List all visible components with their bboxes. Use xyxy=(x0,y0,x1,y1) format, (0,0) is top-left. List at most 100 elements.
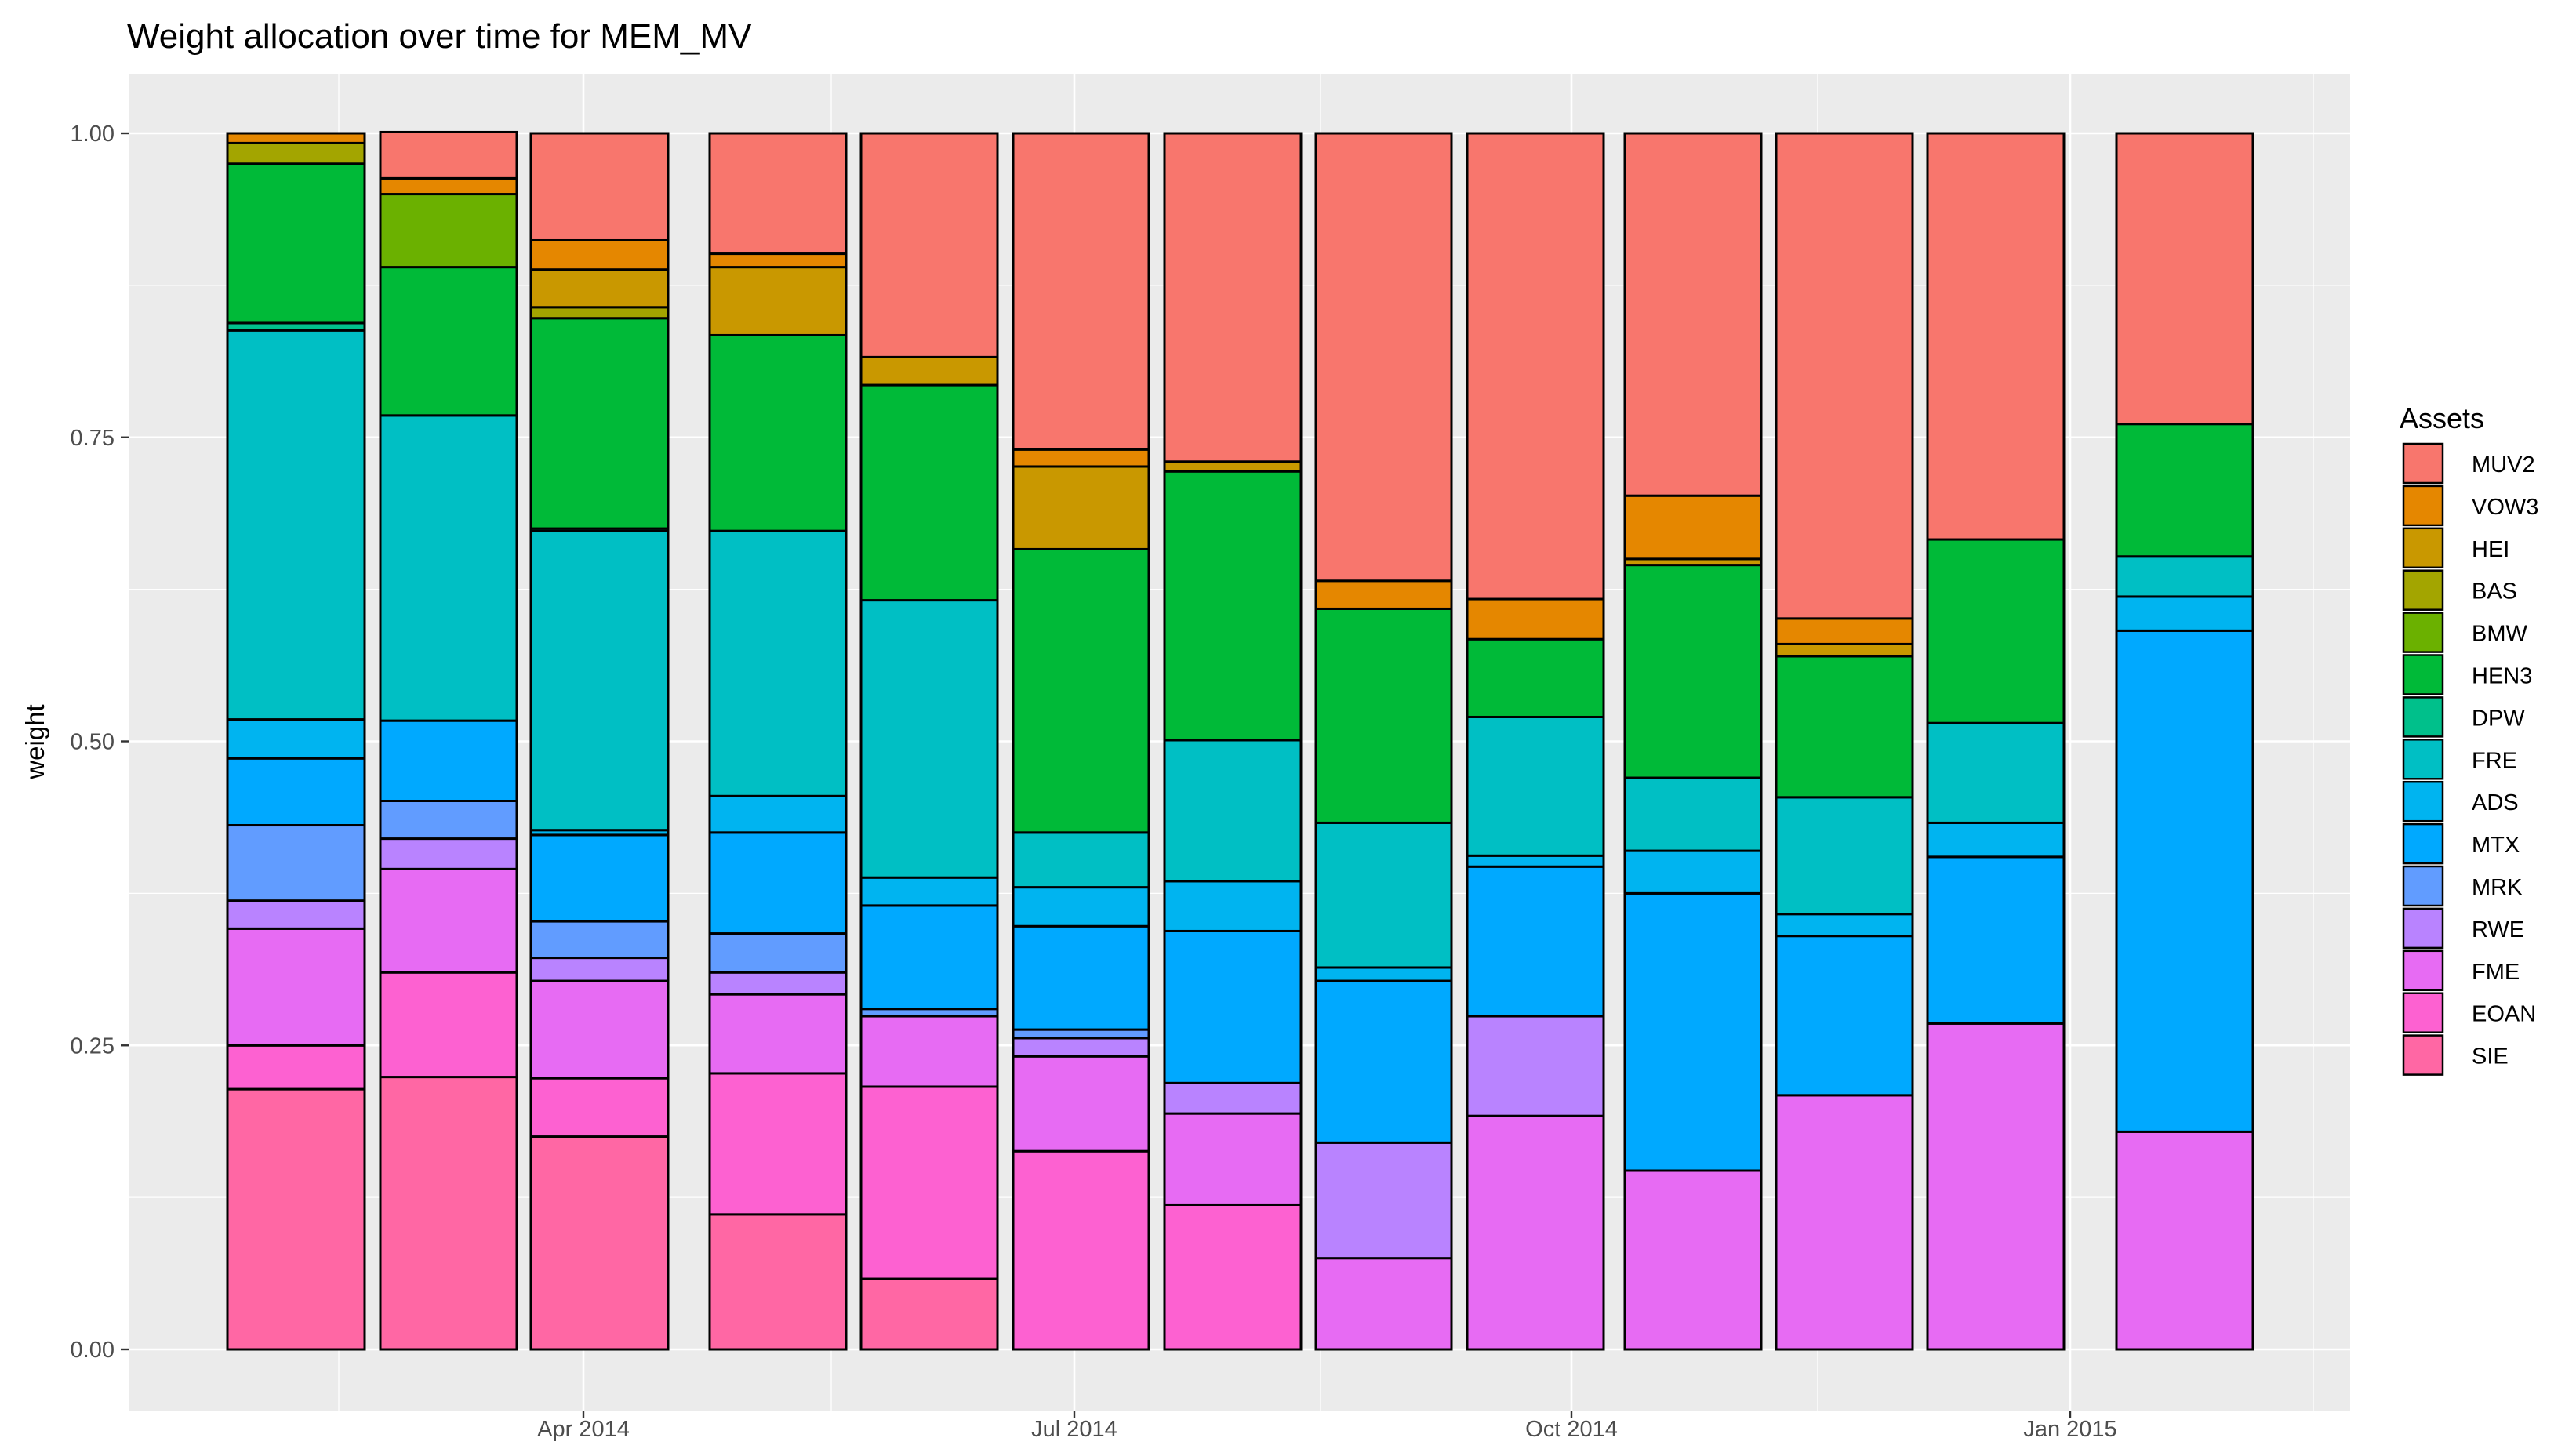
bar-segment-rwe xyxy=(1012,1037,1150,1058)
bar-segment-ads xyxy=(1926,821,2066,859)
bar-segment-eoan xyxy=(529,1077,670,1138)
bar-segment-fme xyxy=(379,867,518,974)
legend-key-fme xyxy=(2402,949,2444,992)
bar-segment-hei xyxy=(529,268,670,309)
bar-segment-bas xyxy=(226,141,366,165)
bar-segment-ads xyxy=(859,876,999,907)
bar-segment-fme xyxy=(2115,1130,2254,1351)
bar-segment-mtx xyxy=(1012,924,1150,1031)
bar-segment-mrk xyxy=(708,932,848,974)
bar-segment-muv2 xyxy=(1314,132,1453,583)
bar-segment-hen3 xyxy=(1163,470,1303,742)
bar-segment-mtx xyxy=(1466,865,1605,1018)
bar-segment-mrk xyxy=(379,799,518,841)
bar-segment-ads xyxy=(1012,886,1150,928)
bar-segment-mtx xyxy=(1926,855,2066,1025)
bar-segment-hei xyxy=(859,355,999,387)
bar-segment-hen3 xyxy=(1623,564,1763,779)
bar-segment-muv2 xyxy=(1163,132,1303,463)
bar-segment-sie xyxy=(529,1135,670,1351)
bar-segment-muv2 xyxy=(529,132,670,241)
legend-key-rwe xyxy=(2402,907,2444,949)
bar-segment-ads xyxy=(1163,880,1303,932)
legend-key-dpw xyxy=(2402,696,2444,738)
bar-segment-muv2 xyxy=(1012,132,1150,451)
bar-segment-vow3 xyxy=(1623,494,1763,561)
bar-segment-vow3 xyxy=(1314,579,1453,610)
bar-segment-fme xyxy=(1926,1022,2066,1351)
bar-segment-vow3 xyxy=(226,132,366,144)
bar-segment-hen3 xyxy=(1314,607,1453,824)
legend-label-fre: FRE xyxy=(2472,748,2517,773)
bar-segment-hen3 xyxy=(379,266,518,417)
bar-segment-hen3 xyxy=(1012,547,1150,834)
legend-key-ads xyxy=(2402,780,2444,822)
bar-segment-eoan xyxy=(226,1044,366,1091)
bar-segment-hei xyxy=(708,266,848,336)
bar-segment-muv2 xyxy=(708,132,848,256)
bar-segment-rwe xyxy=(1466,1015,1605,1117)
legend-key-bmw xyxy=(2402,612,2444,653)
legend-key-muv2 xyxy=(2402,442,2444,485)
bar-segment-vow3 xyxy=(1775,617,1914,645)
legend-label-bas: BAS xyxy=(2472,579,2517,605)
y-tick-label: 0.75 xyxy=(71,426,114,451)
bar-segment-vow3 xyxy=(379,176,518,196)
bar-segment-hen3 xyxy=(529,317,670,530)
bar-segment-eoan xyxy=(708,1072,848,1216)
legend-label-muv2: MUV2 xyxy=(2472,452,2535,477)
bar-segment-sie xyxy=(379,1076,518,1351)
bar-segment-fre xyxy=(2115,555,2254,598)
bar-segment-fre xyxy=(529,529,670,832)
legend-label-rwe: RWE xyxy=(2472,917,2524,942)
x-tick-label: Jan 2015 xyxy=(2023,1417,2116,1442)
x-tick-label: Jul 2014 xyxy=(1031,1417,1117,1442)
bar-segment-sie xyxy=(226,1087,366,1351)
legend-key-mrk xyxy=(2402,865,2444,907)
x-tick-label: Apr 2014 xyxy=(537,1417,630,1442)
legend-label-sie: SIE xyxy=(2472,1044,2509,1069)
bar-segment-vow3 xyxy=(1466,597,1605,641)
legend-label-ads: ADS xyxy=(2472,790,2519,815)
bar-segment-fme xyxy=(859,1015,999,1088)
legend-label-dpw: DPW xyxy=(2472,706,2525,731)
bar-segment-hen3 xyxy=(1775,655,1914,799)
bar-segment-muv2 xyxy=(1775,132,1914,620)
bar-segment-fme xyxy=(529,979,670,1080)
bar-segment-hen3 xyxy=(859,383,999,602)
bar-segment-bas xyxy=(529,306,670,320)
bar-segment-eoan xyxy=(379,971,518,1079)
y-tick-label: 0.25 xyxy=(71,1033,114,1058)
legend-key-fre xyxy=(2402,739,2444,780)
bar-segment-fme xyxy=(1012,1055,1150,1153)
legend-label-eoan: EOAN xyxy=(2472,1002,2536,1027)
bar-segment-hei xyxy=(1775,642,1914,658)
bar-segment-fre xyxy=(1012,831,1150,889)
bar-segment-vow3 xyxy=(529,238,670,271)
bar-segment-eoan xyxy=(1012,1149,1150,1351)
legend-label-fme: FME xyxy=(2472,960,2520,985)
y-axis-title: weight xyxy=(20,704,49,779)
bar-segment-fme xyxy=(1775,1094,1914,1351)
bar-segment-bmw xyxy=(379,193,518,269)
bar-segment-rwe xyxy=(226,899,366,930)
bar-segment-ads xyxy=(1775,913,1914,938)
bar-segment-fre xyxy=(1314,821,1453,969)
bar-segment-mtx xyxy=(529,833,670,923)
y-tick-label: 1.00 xyxy=(71,122,114,147)
legend-key-sie xyxy=(2402,1034,2444,1076)
legend-label-hen3: HEN3 xyxy=(2472,664,2532,689)
bar-segment-mtx xyxy=(708,831,848,935)
bar-segment-hen3 xyxy=(708,333,848,532)
bar-segment-ads xyxy=(2115,595,2254,632)
bar-segment-hen3 xyxy=(1466,637,1605,718)
bar-segment-muv2 xyxy=(1623,132,1763,497)
x-tick-label: Oct 2014 xyxy=(1525,1417,1618,1442)
bar-segment-muv2 xyxy=(2115,132,2254,426)
bar-segment-fre xyxy=(379,414,518,722)
legend-key-eoan xyxy=(2402,992,2444,1033)
legend-label-vow3: VOW3 xyxy=(2472,495,2538,520)
bar-segment-mrk xyxy=(226,824,366,902)
y-tick-label: 0.50 xyxy=(71,730,114,755)
